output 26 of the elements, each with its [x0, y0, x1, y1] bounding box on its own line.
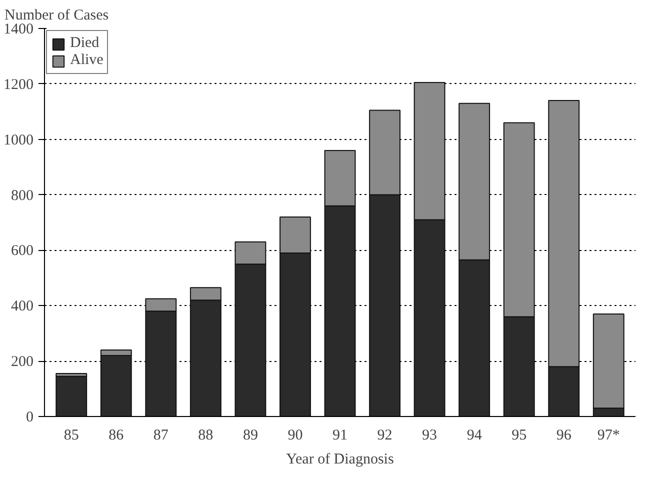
- x-tick-label: 91: [332, 428, 348, 444]
- x-tick-label: 97*: [597, 428, 620, 444]
- bar: [56, 376, 88, 416]
- y-tick-label: 200: [11, 354, 34, 370]
- y-axis-title: Number of Cases: [4, 8, 109, 24]
- x-tick-label: 86: [108, 428, 124, 444]
- x-tick-label: 85: [64, 428, 79, 444]
- x-tick-label: 90: [288, 428, 303, 444]
- y-tick-label: 1000: [4, 132, 34, 148]
- x-tick-label: 87: [153, 428, 169, 444]
- y-tick-label: 1400: [4, 22, 34, 38]
- y-tick-label: 0: [26, 410, 34, 426]
- x-tick-label: 93: [422, 428, 438, 444]
- x-tick-label: 96: [556, 428, 572, 444]
- x-tick-label: 95: [512, 428, 527, 444]
- x-axis-title: Year of Diagnosis: [286, 452, 394, 468]
- x-tick-label: 88: [198, 428, 214, 444]
- x-tick-label: 92: [377, 428, 392, 444]
- y-tick-label: 800: [11, 188, 34, 204]
- legend-label: Died: [70, 35, 100, 52]
- legend-label: Alive: [70, 52, 104, 69]
- y-tick-label: 400: [11, 298, 34, 315]
- y-tick-label: 1200: [4, 76, 34, 93]
- x-tick-label: 89: [242, 428, 258, 444]
- x-tick-label: 94: [466, 428, 482, 444]
- y-tick-label: 600: [11, 243, 34, 260]
